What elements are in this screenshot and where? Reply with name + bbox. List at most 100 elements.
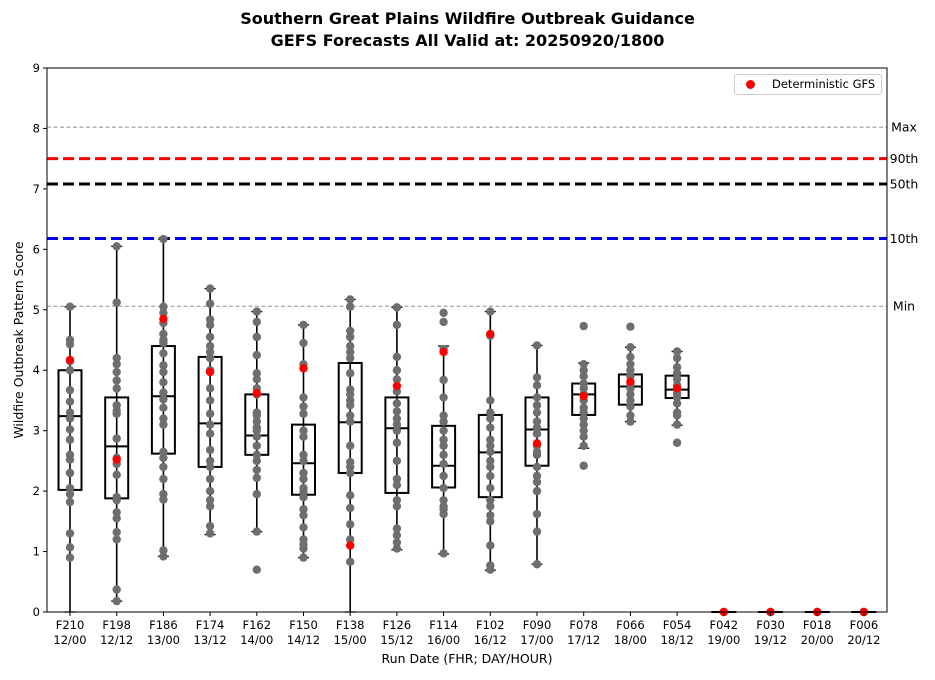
ensemble-point: [205, 396, 215, 405]
ensemble-point: [532, 341, 542, 350]
ensemble-point: [252, 450, 261, 460]
ensemble-point: [159, 420, 168, 429]
ensemble-point: [252, 369, 261, 378]
ensemble-point: [299, 505, 308, 514]
ensemble-point: [205, 353, 215, 363]
ensemble-point: [439, 459, 448, 469]
ensemble-point: [159, 329, 168, 339]
ensemble-point: [626, 390, 635, 399]
ensemble-point: [112, 528, 121, 537]
x-tick-label-date: 15/00: [334, 633, 367, 647]
ensemble-point: [205, 429, 215, 438]
y-tick-label: 4: [33, 363, 40, 377]
ensemble-point: [205, 456, 215, 466]
ensemble-point: [579, 408, 588, 417]
ensemble-point: [112, 514, 121, 523]
x-tick-label-date: 20/00: [801, 633, 834, 647]
ensemble-point: [626, 411, 635, 420]
ensemble-point: [346, 557, 355, 567]
box-group-f174: [197, 284, 223, 538]
ensemble-point: [392, 544, 402, 553]
ensemble-point: [672, 438, 682, 447]
ensemble-point: [672, 369, 682, 378]
ensemble-point: [65, 529, 75, 538]
y-tick-label: 0: [33, 605, 40, 619]
y-tick-label: 9: [33, 61, 40, 75]
ensemble-point: [112, 353, 121, 363]
ensemble-point: [532, 373, 542, 382]
ensemble-point: [346, 302, 355, 311]
ensemble-point: [579, 461, 588, 470]
ensemble-point: [392, 420, 402, 429]
ensemble-point: [299, 402, 308, 411]
x-tick-label-fhr: F150: [289, 618, 318, 632]
ensemble-point: [252, 307, 261, 316]
ensemble-point: [65, 455, 75, 464]
ensemble-point: [532, 408, 542, 417]
ensemble-point: [299, 523, 308, 532]
ensemble-point: [159, 395, 168, 404]
ensemble-point: [532, 417, 542, 426]
ensemble-point: [486, 495, 495, 505]
ensemble-point: [346, 332, 355, 342]
box-group-f162: [244, 307, 270, 574]
ensemble-point: [112, 508, 121, 517]
x-tick-label-fhr: F198: [102, 618, 131, 632]
x-tick-label-fhr: F042: [710, 618, 739, 632]
ensemble-point: [392, 456, 402, 466]
ensemble-point: [65, 397, 75, 406]
x-tick-label-date: 19/12: [754, 633, 787, 647]
ensemble-point: [346, 295, 355, 304]
box-group-f186: [150, 234, 176, 561]
ensemble-point: [252, 527, 261, 536]
y-tick-label: 5: [33, 303, 40, 317]
ensemble-point: [252, 332, 261, 342]
y-tick-label: 3: [33, 424, 40, 438]
ensemble-point: [532, 429, 542, 438]
ensemble-point: [159, 302, 168, 311]
ensemble-point: [112, 585, 121, 594]
ensemble-point: [65, 553, 75, 562]
ensemble-point: [299, 468, 308, 478]
x-tick-label-fhr: F018: [803, 618, 832, 632]
x-tick-label-date: 20/12: [847, 633, 880, 647]
ensemble-point: [205, 474, 215, 484]
ensemble-point: [299, 393, 308, 402]
ensemble-point: [439, 549, 448, 558]
ensemble-point: [439, 450, 448, 460]
ensemble-point: [439, 509, 448, 519]
ensemble-point: [65, 489, 75, 499]
ensemble-point: [486, 423, 495, 432]
ensemble-point: [439, 426, 448, 435]
y-tick-label: 8: [33, 121, 40, 135]
ensemble-point: [392, 303, 402, 312]
ensemble-point: [486, 435, 495, 444]
deterministic-point: [65, 355, 75, 365]
ensemble-point: [252, 441, 261, 450]
ensemble-point: [626, 343, 635, 352]
ensemble-point: [486, 408, 495, 417]
ensemble-point: [392, 320, 402, 330]
ensemble-point: [159, 552, 168, 561]
ensemble-point: [672, 375, 682, 384]
legend-label: Deterministic GFS: [772, 77, 876, 91]
x-tick-label-fhr: F006: [850, 618, 879, 632]
deterministic-point: [346, 541, 355, 550]
box-group-f054: [664, 347, 690, 447]
ensemble-point: [672, 399, 682, 408]
reference-label-min: Min: [893, 299, 915, 314]
box-group-f078: [571, 321, 597, 470]
ensemble-point: [439, 417, 448, 426]
ensemble-point: [112, 384, 121, 393]
x-tick-label-date: 12/00: [53, 633, 86, 647]
ensemble-point: [159, 447, 168, 457]
ensemble-point: [65, 425, 75, 434]
ensemble-point: [346, 326, 355, 336]
ensemble-point: [159, 388, 168, 397]
ensemble-point: [532, 423, 542, 432]
ensemble-point: [65, 408, 75, 417]
ensemble-point: [112, 242, 121, 251]
ensemble-point: [392, 538, 402, 547]
box-series: [57, 234, 877, 617]
ensemble-point: [159, 234, 168, 244]
